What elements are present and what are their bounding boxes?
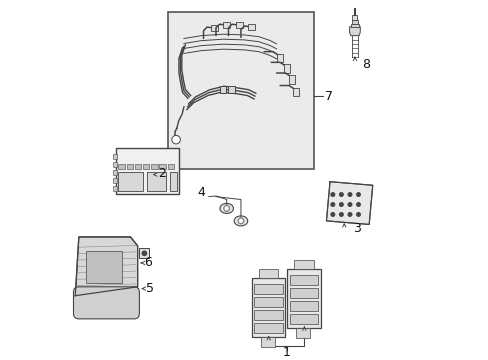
Polygon shape [75, 237, 137, 296]
Text: 5: 5 [146, 282, 154, 295]
Bar [210, 25, 217, 31]
Circle shape [347, 213, 351, 216]
Circle shape [142, 251, 146, 256]
Circle shape [330, 203, 334, 206]
Circle shape [225, 207, 227, 210]
Text: 8: 8 [361, 58, 369, 71]
Bar [235, 22, 242, 28]
Bar [286, 269, 321, 328]
Bar [142, 164, 149, 169]
Bar [289, 301, 318, 311]
Bar [296, 328, 310, 338]
Circle shape [238, 218, 244, 224]
Bar [292, 87, 298, 96]
Bar [169, 172, 177, 191]
Bar [118, 172, 142, 191]
Bar [260, 337, 274, 347]
Bar [116, 148, 178, 194]
Circle shape [224, 206, 229, 211]
Bar [146, 172, 166, 191]
Circle shape [356, 203, 360, 206]
Text: 1: 1 [282, 346, 290, 359]
Bar [283, 64, 289, 73]
Circle shape [339, 203, 343, 206]
Bar [351, 20, 357, 24]
Circle shape [330, 213, 334, 216]
Bar [254, 284, 282, 293]
Bar [288, 75, 295, 84]
Bar [118, 164, 124, 169]
Bar [112, 186, 117, 190]
Bar [112, 162, 117, 167]
Bar [112, 154, 117, 159]
Bar [228, 86, 234, 93]
Bar [251, 278, 285, 337]
Bar [112, 178, 117, 183]
Bar [139, 248, 149, 258]
Circle shape [356, 213, 360, 216]
Bar [294, 260, 313, 269]
Bar [351, 24, 358, 27]
Polygon shape [326, 182, 372, 224]
Bar [254, 323, 282, 333]
Bar [126, 164, 133, 169]
FancyBboxPatch shape [73, 287, 139, 319]
Bar [219, 86, 225, 93]
Circle shape [347, 193, 351, 196]
Circle shape [330, 193, 334, 196]
Bar [254, 297, 282, 307]
Bar [254, 310, 282, 320]
Bar [112, 170, 117, 175]
Bar [167, 13, 313, 169]
Polygon shape [349, 27, 360, 36]
Bar [247, 24, 255, 30]
Circle shape [356, 193, 360, 196]
Circle shape [239, 220, 242, 222]
Bar [135, 164, 141, 169]
Ellipse shape [234, 216, 247, 226]
Text: 6: 6 [144, 256, 152, 269]
Bar [289, 288, 318, 298]
Bar [289, 275, 318, 285]
Bar [86, 251, 122, 283]
Bar [352, 15, 357, 20]
Bar [151, 164, 157, 169]
Bar [258, 269, 278, 278]
Bar [276, 54, 283, 62]
Circle shape [171, 135, 180, 144]
Text: 3: 3 [352, 221, 360, 234]
Circle shape [339, 193, 343, 196]
Bar [289, 314, 318, 324]
Bar [167, 164, 174, 169]
Bar [159, 164, 165, 169]
Text: 2: 2 [158, 167, 165, 180]
Ellipse shape [220, 203, 233, 213]
Circle shape [339, 213, 343, 216]
Circle shape [347, 203, 351, 206]
Text: 7: 7 [324, 90, 332, 103]
Text: 4: 4 [198, 186, 205, 199]
Bar [223, 22, 230, 28]
